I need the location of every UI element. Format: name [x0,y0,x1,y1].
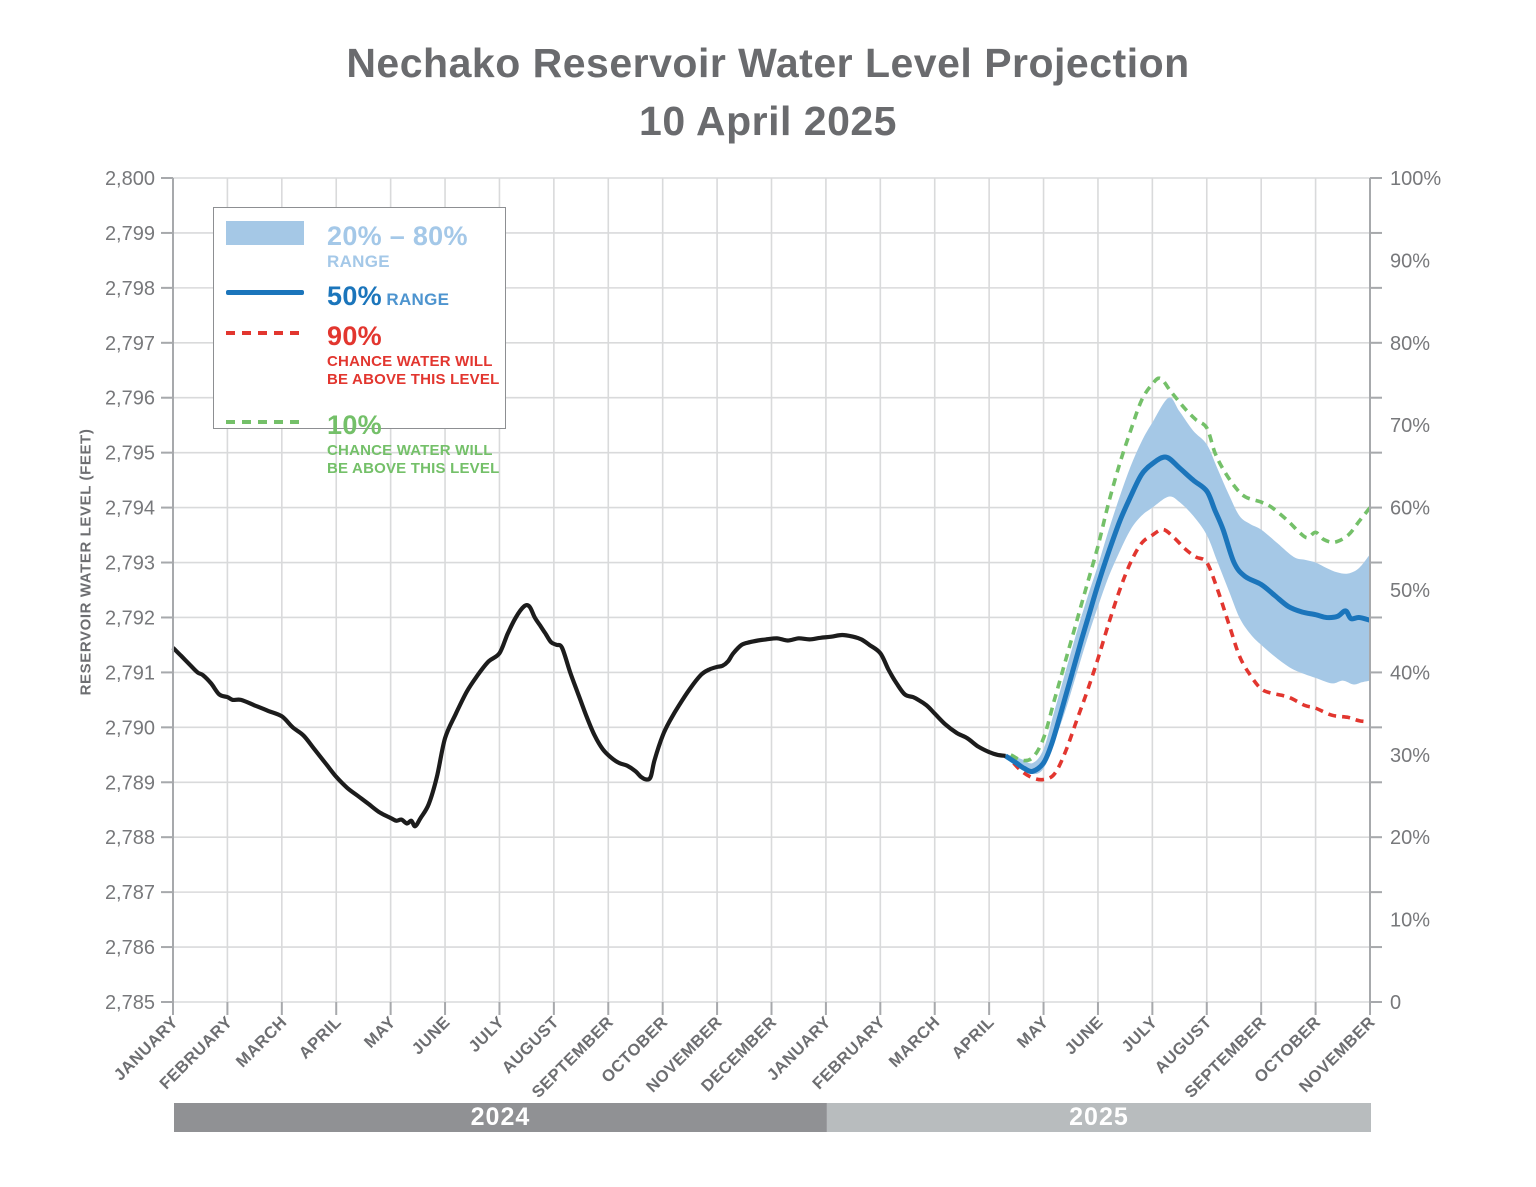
legend-median-pct: 50% [327,281,382,311]
year-bar-label: 2024 [471,1103,531,1131]
month-label: JULY [1118,1013,1161,1056]
svg-text:2,798: 2,798 [105,278,155,300]
svg-text:70%: 70% [1390,415,1430,437]
month-label: APRIL [948,1013,997,1062]
svg-text:50%: 50% [1390,580,1430,602]
month-label: APRIL [296,1013,345,1062]
svg-text:2,788: 2,788 [105,827,155,849]
legend-p10-pct: 10% [327,409,382,440]
svg-text:90%: 90% [1390,250,1430,272]
legend-median-suffix: RANGE [386,290,450,309]
page-title: Nechako Reservoir Water Level Projection… [0,34,1536,150]
history-line [171,602,1006,829]
y-axis-left-labels: 2,800 2,799 2,798 2,797 2,796 2,795 2,794 2,793… [105,168,155,1014]
y-axis-right-labels: 100% 90% 80% 70% 60% 50% 40% 30% 20% 10% 0 [1390,168,1441,1014]
band-swatch-icon [226,221,304,245]
svg-text:80%: 80% [1390,333,1430,355]
svg-text:2,793: 2,793 [105,553,155,575]
title-line-2: 10 April 2025 [639,98,897,145]
legend-p90-caption-1: CHANCE WATER WILL [327,353,493,370]
legend-band-pct: 20% – 80% [327,221,468,251]
legend-item-p90: 90% CHANCE WATER WILL BE ABOVE THIS LEVE… [226,321,505,390]
legend-p10-caption-2: BE ABOVE THIS LEVEL [327,459,500,477]
p10-exceedance-line [1010,376,1372,763]
svg-text:2,789: 2,789 [105,772,155,794]
legend-band-suffix: RANGE [327,252,390,271]
axes [161,177,1382,1015]
y-axis-title: RESERVOIR WATER LEVEL (FEET) [77,428,95,696]
svg-text:30%: 30% [1390,745,1430,767]
month-label: JULY [465,1013,508,1056]
year-bars: 2024 2025 [174,1103,1371,1132]
legend-item-p10: 10% CHANCE WATER WILL BE ABOVE THIS LEVE… [226,410,505,479]
p90-exceedance-line [1012,527,1371,782]
svg-text:2,795: 2,795 [105,443,155,465]
svg-text:2,785: 2,785 [105,992,155,1014]
svg-text:2,799: 2,799 [105,223,155,245]
svg-text:60%: 60% [1390,498,1430,520]
svg-text:2,787: 2,787 [105,882,155,904]
svg-text:2,800: 2,800 [105,168,155,190]
legend-item-median: 50% RANGE [226,281,505,312]
p90-dash-swatch-icon [226,331,304,335]
svg-text:2,794: 2,794 [105,498,155,520]
month-label: MAY [1014,1013,1053,1052]
legend-item-band: 20% – 80% RANGE [226,221,505,272]
median-line-swatch-icon [226,290,304,295]
svg-text:2,797: 2,797 [105,333,155,355]
title-line-1: Nechako Reservoir Water Level Projection [346,40,1190,86]
year-bar-2025 [826,1103,1371,1132]
svg-text:20%: 20% [1390,827,1430,849]
month-label: MARCH [233,1013,291,1071]
legend-p90-caption-2: BE ABOVE THIS LEVEL [327,371,500,389]
chart-legend: 20% – 80% RANGE 50% RANGE 90% CHANCE WAT… [213,207,506,477]
legend-p10-caption-1: CHANCE WATER WILL [327,441,493,459]
projection-median-line [1004,454,1371,774]
svg-text:2,786: 2,786 [105,937,155,959]
year-bar-label: 2025 [1069,1103,1129,1131]
svg-text:100%: 100% [1390,168,1441,190]
year-bar-2024 [174,1103,827,1132]
month-label: JUNE [409,1013,454,1058]
svg-text:2,792: 2,792 [105,607,155,629]
month-label: MAY [361,1013,400,1052]
month-label: MARCH [886,1013,944,1071]
svg-text:40%: 40% [1390,662,1430,684]
svg-text:2,791: 2,791 [105,662,155,684]
svg-text:10%: 10% [1390,910,1430,932]
svg-text:0: 0 [1390,992,1401,1014]
p10-dash-swatch-icon [226,419,304,424]
month-label: JUNE [1062,1013,1107,1058]
legend-p90-pct: 90% [327,321,382,351]
svg-text:2,796: 2,796 [105,388,155,410]
svg-text:2,790: 2,790 [105,717,155,739]
